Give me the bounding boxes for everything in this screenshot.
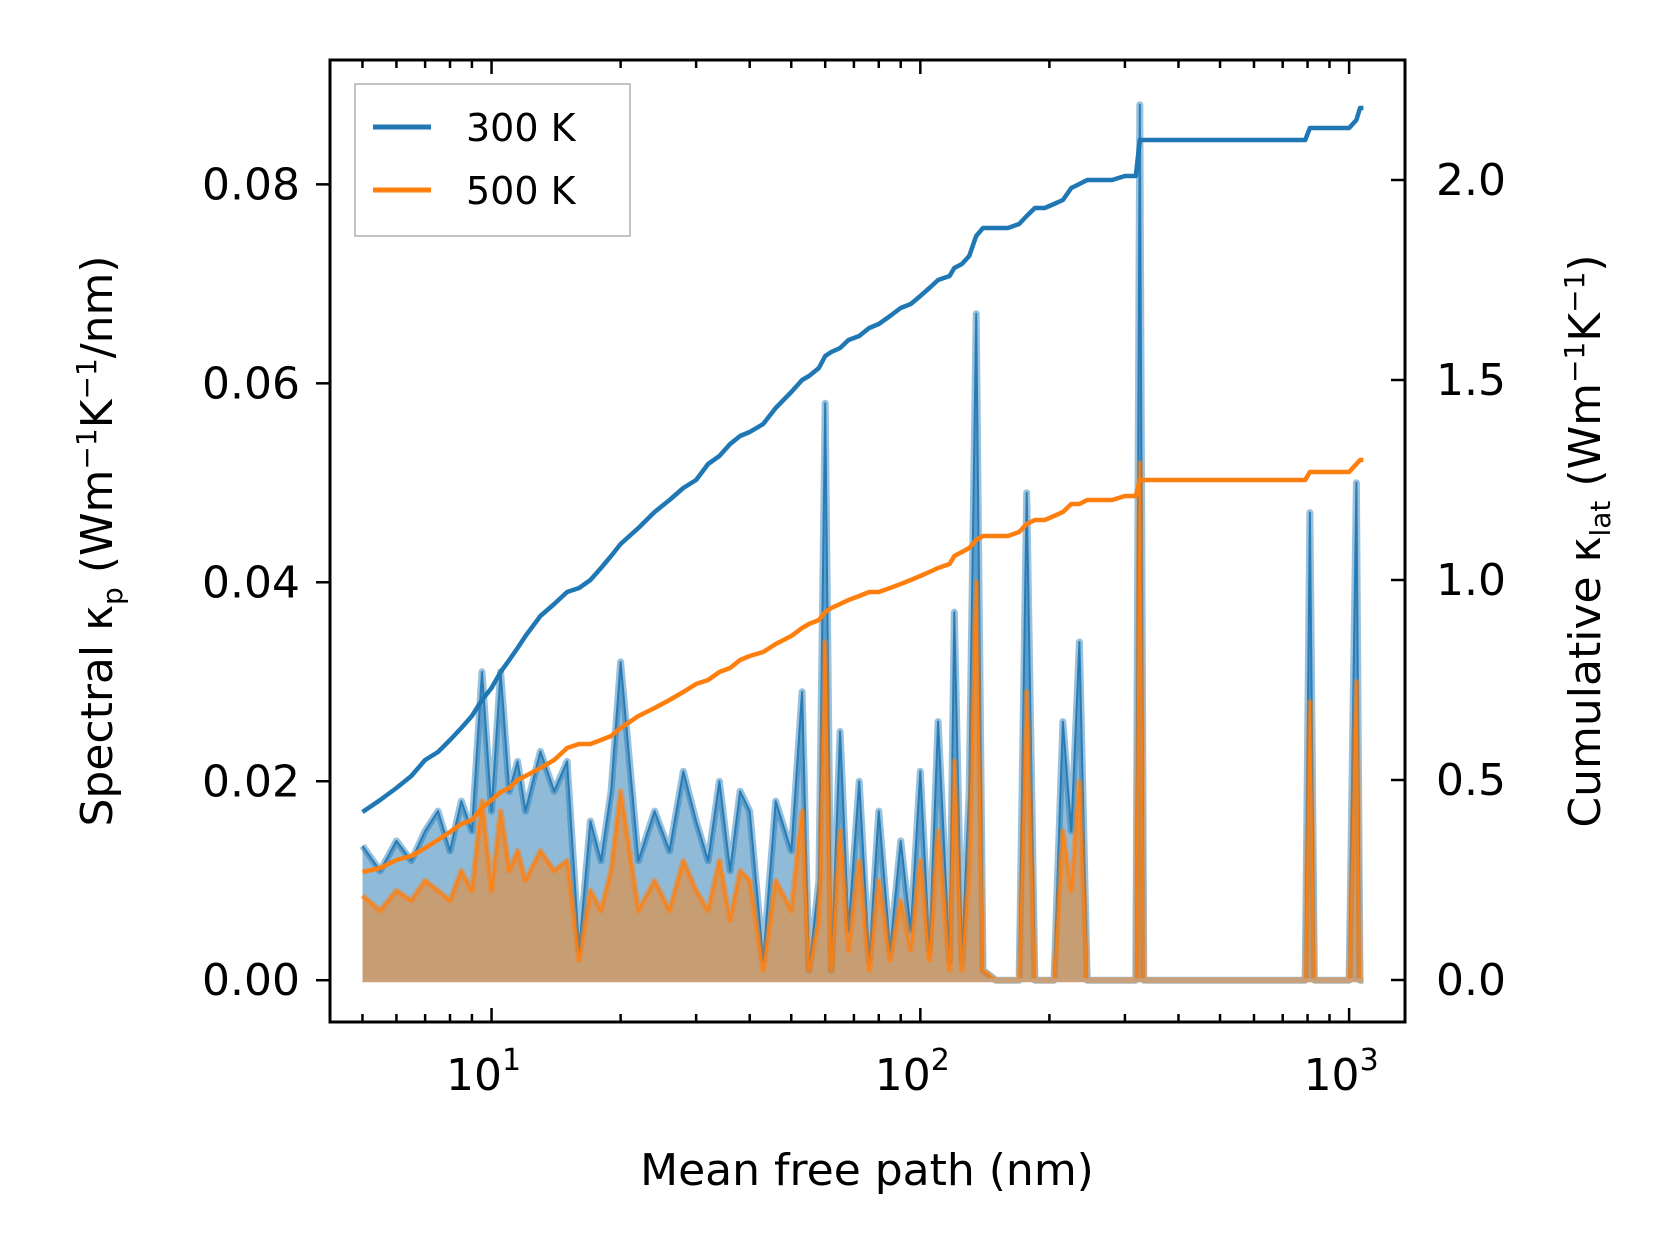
- y-right-tick-label: 1.0: [1436, 555, 1506, 606]
- cumulative-line-500k: [362, 457, 1364, 875]
- y-left-axis-title: Spectral κp (Wm−1K−1/nm): [70, 255, 129, 826]
- y-left-tick-label: 0.06: [202, 358, 300, 409]
- plot-frame: [328, 58, 1407, 1024]
- y-right-axis-title: Cumulative κlat (Wm−1K−1): [1558, 254, 1617, 827]
- y-right-tick-label: 1.5: [1436, 355, 1506, 406]
- axis-ticks: 101 102 103 0.00 0.02 0.04 0.06 0.08 0.0 0.5 1.0 1.…: [202, 60, 1506, 1101]
- spectral-fill-500k: [362, 462, 1364, 981]
- legend-label-300k: 300 K: [466, 106, 577, 150]
- legend: 300 K 500 K: [354, 83, 631, 237]
- x-tick-label: 101: [446, 1043, 521, 1101]
- spectral-line-500k: [361, 461, 1364, 982]
- x-tick-label: 103: [1304, 1043, 1379, 1101]
- spectral-line-300k: [361, 103, 1364, 982]
- y-right-tick-label: 2.0: [1436, 155, 1506, 206]
- cumulative-line-300k: [361, 105, 1364, 814]
- y-left-tick-label: 0.00: [202, 955, 300, 1006]
- legend-box: [354, 83, 631, 237]
- y-left-tick-label: 0.08: [202, 159, 300, 210]
- legend-label-500k: 500 K: [466, 169, 577, 213]
- y-left-tick-label: 0.02: [202, 756, 300, 807]
- y-left-tick-label: 0.04: [202, 557, 300, 608]
- x-axis-title: Mean free path (nm): [640, 1145, 1094, 1196]
- y-right-tick-label: 0.5: [1436, 755, 1506, 806]
- spectral-fills: [359, 101, 1364, 984]
- y-right-tick-label: 0.0: [1436, 955, 1506, 1006]
- cumulative-lines: [361, 105, 1364, 875]
- x-tick-label: 102: [875, 1043, 950, 1101]
